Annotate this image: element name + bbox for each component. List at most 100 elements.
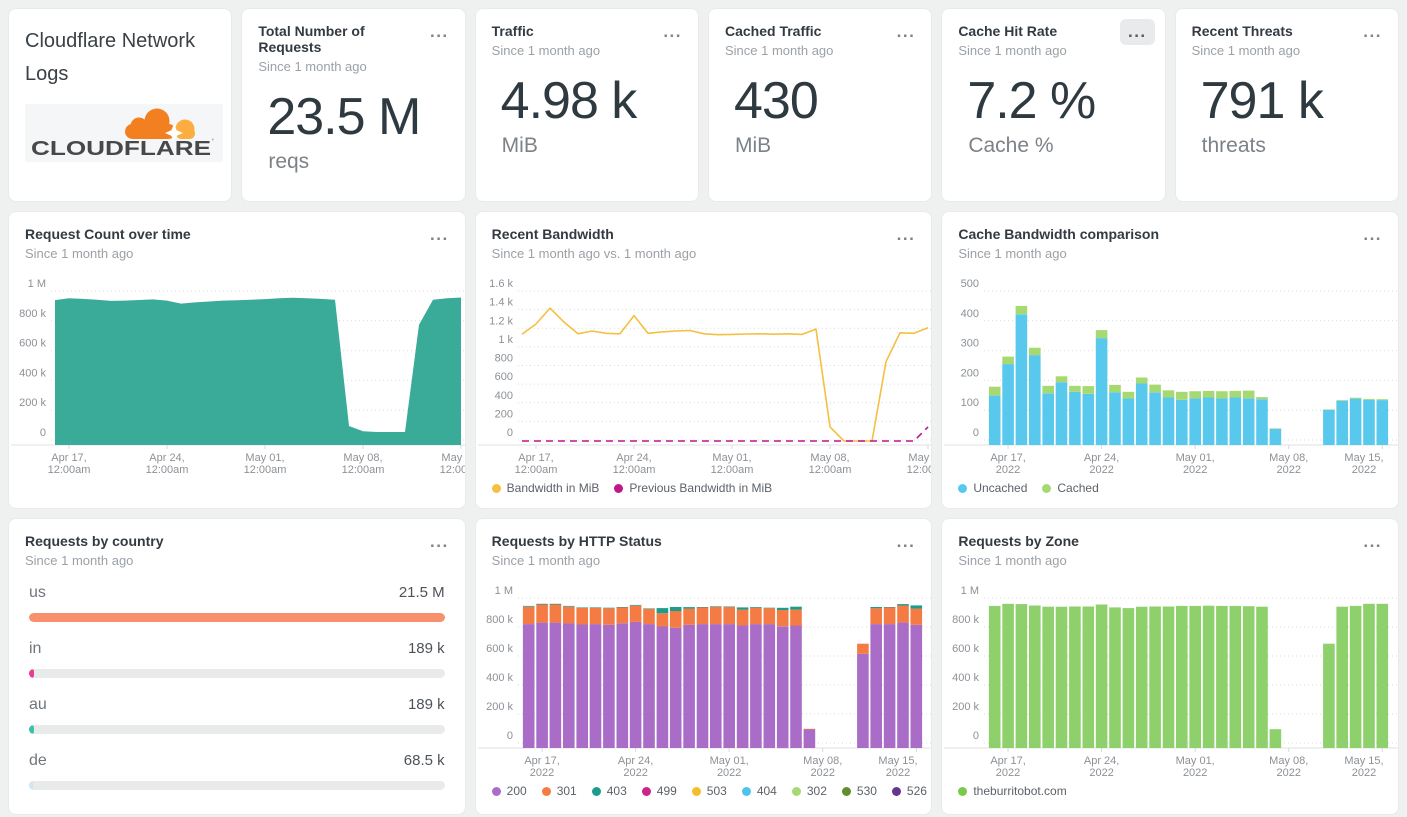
legend-item-403[interactable]: 403 — [591, 784, 627, 798]
country-value: 189 k — [407, 640, 445, 657]
panel-menu-button[interactable]: ... — [1363, 225, 1383, 244]
bar-segment — [1109, 392, 1122, 445]
bar-segment — [763, 608, 775, 625]
bar-segment — [910, 608, 922, 625]
panel-menu-button[interactable]: ... — [896, 225, 916, 244]
svg-text:1.6 k: 1.6 k — [489, 278, 513, 290]
legend-item-404[interactable]: 404 — [741, 784, 777, 798]
panel-subtitle: Since 1 month ago — [958, 553, 1067, 568]
bar-segment — [776, 610, 789, 627]
area-series — [55, 297, 461, 445]
panel-stat-cached-traffic: Cached Traffic Since 1 month ago... 430 MiB — [707, 8, 933, 202]
legend-label: theburritobot.com — [973, 784, 1067, 798]
bar-segment — [1323, 409, 1336, 410]
bar-segment — [1176, 391, 1188, 400]
svg-text:May 08,: May 08, — [803, 755, 842, 767]
bar-segment — [1256, 397, 1269, 400]
legend-item-Previous-Bandwidth-in-MiB[interactable]: Previous Bandwidth in MiB — [614, 481, 772, 495]
svg-text:2022: 2022 — [1277, 767, 1301, 779]
svg-text:400 k: 400 k — [952, 672, 979, 684]
svg-text:0: 0 — [40, 427, 46, 439]
bar-segment — [1256, 399, 1269, 445]
legend-item-theburritobot-com[interactable]: theburritobot.com — [958, 784, 1067, 798]
country-bar[interactable] — [29, 725, 34, 734]
bar-segment — [910, 605, 922, 609]
svg-text:May 08,: May 08, — [1270, 755, 1309, 767]
legend-item-499[interactable]: 499 — [641, 784, 677, 798]
bar-segment — [723, 607, 735, 625]
bar-segment — [1096, 330, 1108, 339]
bar-segment — [1056, 376, 1068, 383]
country-bar[interactable] — [29, 669, 34, 678]
panel-menu-button[interactable]: ... — [896, 22, 916, 41]
bar-segment — [682, 608, 695, 625]
legend-label: 499 — [656, 784, 677, 798]
bar-segment — [522, 605, 535, 607]
panel-menu-button[interactable]: ... — [430, 225, 449, 244]
bar-segment — [616, 623, 628, 748]
bar-segment — [870, 608, 882, 625]
cache-bandwidth-chart[interactable]: 500 400 300 200 100 0 Apr 17, 2022 Apr 24, 2022 Ma… — [942, 269, 1399, 479]
bar-segment — [1082, 393, 1095, 445]
bar-segment — [723, 624, 735, 748]
svg-text:800 k: 800 k — [486, 614, 513, 626]
legend-dot — [541, 786, 551, 796]
panel-menu-button[interactable]: ... — [429, 22, 449, 41]
stat-value: 23.5 M — [267, 88, 421, 146]
bar-segment — [1350, 397, 1362, 399]
bar-segment — [1002, 603, 1015, 748]
stat-unit: Cache % — [968, 133, 1054, 157]
panel-menu-button[interactable]: ... — [896, 532, 916, 551]
country-label: in — [29, 640, 42, 657]
http-status-chart[interactable]: 1 M 800 k 600 k 400 k 200 k 0 Apr 17, 2022 Apr 2… — [476, 576, 932, 782]
country-bar[interactable] — [29, 613, 445, 622]
svg-text:12:00am: 12:00am — [342, 464, 385, 476]
legend-item-503[interactable]: 503 — [691, 784, 727, 798]
bar-segment — [1096, 338, 1108, 445]
bar-segment — [1029, 355, 1041, 445]
legend-item-301[interactable]: 301 — [541, 784, 577, 798]
bar-segment — [1002, 356, 1015, 365]
legend-item-Cached[interactable]: Cached — [1042, 481, 1099, 495]
svg-text:': ' — [212, 137, 214, 147]
legend-item-Uncached[interactable]: Uncached — [958, 481, 1027, 495]
country-bar-track — [29, 669, 445, 678]
svg-text:300: 300 — [961, 338, 979, 350]
country-label: de — [29, 752, 47, 769]
svg-text:May 15,: May 15, — [908, 452, 932, 464]
svg-text:2022: 2022 — [1277, 464, 1301, 476]
panel-menu-button[interactable]: ... — [1363, 22, 1382, 41]
svg-text:May 01,: May 01, — [245, 452, 284, 464]
bar-segment — [749, 624, 762, 748]
panel-menu-button[interactable]: ... — [663, 22, 682, 41]
panel-menu-button[interactable]: ... — [1363, 532, 1383, 551]
request-count-chart[interactable]: 1 M 800 k 600 k 400 k 200 k 0 Apr 17, 12:00am Ap… — [9, 269, 465, 479]
bar-segment — [1136, 383, 1148, 445]
legend-item-302[interactable]: 302 — [791, 784, 827, 798]
bar-segment — [1336, 400, 1349, 401]
legend-dot — [641, 786, 651, 796]
bar-segment — [749, 607, 762, 608]
panel-menu-button[interactable]: ... — [1119, 19, 1155, 45]
panel-menu-button[interactable]: ... — [430, 532, 449, 551]
bar-segment — [1363, 603, 1376, 748]
legend-item-200[interactable]: 200 — [491, 784, 527, 798]
panel-subtitle: Since 1 month ago vs. 1 month ago — [491, 246, 697, 261]
bar-segment — [763, 624, 775, 748]
stat-title: Total Number of Requests — [258, 23, 365, 55]
panel-subtitle: Since 1 month ago — [958, 246, 1067, 261]
svg-text:2022: 2022 — [1352, 464, 1376, 476]
panel-cloudflare-logo: Cloudflare Network Logs CLOUDFLARE ' — [8, 8, 233, 202]
zone-chart[interactable]: 1 M 800 k 600 k 400 k 200 k 0 Apr 17, 2022 Apr 2… — [942, 576, 1399, 782]
bar-segment — [535, 603, 548, 605]
panel-stat-total-number-of-requests: Total Number of Requests Since 1 month ag… — [241, 8, 466, 202]
bar-segment — [763, 607, 775, 609]
country-bar[interactable] — [29, 781, 33, 790]
panel-stat-cache-hit-rate: Cache Hit Rate Since 1 month ago... 7.2 % C… — [941, 8, 1166, 202]
stat-value: 7.2 % — [967, 72, 1096, 130]
legend-item-526[interactable]: 526 — [891, 784, 927, 798]
legend-item-530[interactable]: 530 — [841, 784, 877, 798]
legend-item-Bandwidth-in-MiB[interactable]: Bandwidth in MiB — [491, 481, 599, 495]
